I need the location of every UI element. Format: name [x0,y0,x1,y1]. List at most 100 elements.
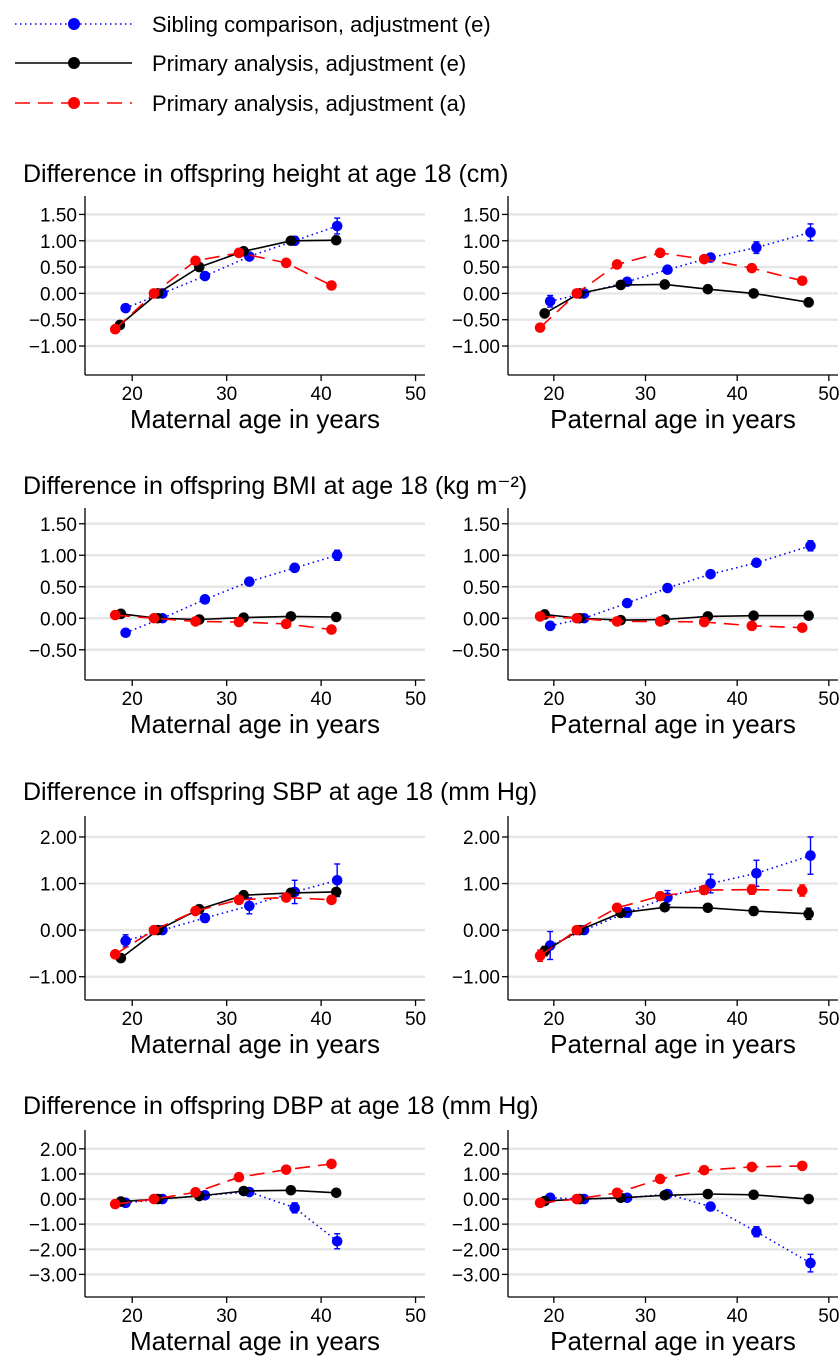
y-tick-label-dbp-maternal-4: 1.00 [40,1165,77,1186]
series-line-sib-sbp-paternal [549,854,811,947]
point-sib-dbp-paternal-5 [751,1226,762,1238]
y-tick-label-height-paternal-3: 0.50 [463,258,500,279]
x-tick-label-dbp-paternal-2: 40 [727,1306,748,1327]
point-pe-bmi-maternal-5 [330,611,342,623]
series-pe-dbp-maternal [115,1184,342,1207]
y-tick-label-dbp-paternal-0: −3.00 [452,1265,500,1286]
y-tick-label-height-paternal-4: 1.00 [463,232,500,253]
legend-entry-primary-a: Primary analysis, adjustment (a) [15,91,466,116]
series-pa-height-maternal [109,247,337,335]
panel-height-maternal: −1.00 −0.50 0.00 0.50 1.00 1.50 20 30 40 50 Matern… [29,196,426,434]
point-pa-height-paternal-6 [796,275,808,287]
series-pe-sbp-maternal [115,886,342,964]
x-tick-label-sbp-paternal-3: 50 [818,1009,839,1030]
point-pe-sbp-paternal-4 [702,902,714,914]
point-sib-height-paternal-3 [662,264,673,276]
legend-marker-primary-e [68,57,80,69]
series-pa-bmi-maternal [109,609,337,635]
point-pa-dbp-maternal-5 [326,1158,337,1170]
x-tick-label-bmi-maternal-3: 50 [405,689,426,710]
point-pa-bmi-paternal-6 [796,622,808,634]
x-tick-label-sbp-paternal-0: 20 [543,1009,564,1030]
point-pa-sbp-paternal-3 [654,890,666,902]
point-pe-dbp-paternal-4 [702,1188,714,1200]
point-pa-bmi-maternal-1 [148,612,160,624]
x-tick-label-height-paternal-1: 30 [635,384,656,405]
series-sib-height-paternal [544,223,816,308]
point-pa-bmi-maternal-3 [233,616,245,628]
series-pe-height-maternal [114,234,342,331]
x-tick-label-bmi-paternal-2: 40 [727,689,748,710]
point-pa-sbp-maternal-1 [148,924,160,936]
x-tick-label-bmi-paternal-1: 30 [635,689,656,710]
x-axis-title-dbp-maternal: Maternal age in years [130,1326,380,1356]
y-tick-label-height-paternal-2: 0.00 [463,284,500,305]
series-line-pa-bmi-maternal [115,614,332,631]
point-pa-height-paternal-3 [654,247,666,259]
x-tick-label-sbp-maternal-2: 40 [311,1009,332,1030]
x-tick-label-bmi-maternal-0: 20 [122,689,143,710]
point-pa-bmi-paternal-5 [746,620,758,632]
y-tick-label-sbp-maternal-1: 0.00 [40,921,77,942]
series-pa-bmi-paternal [534,611,808,634]
point-pe-height-maternal-5 [330,234,342,246]
point-pa-sbp-maternal-2 [190,905,201,917]
point-pa-sbp-paternal-5 [746,884,758,895]
point-sib-sbp-maternal-5 [331,874,343,886]
y-tick-label-sbp-paternal-2: 1.00 [463,875,500,896]
legend-label-sibling: Sibling comparison, adjustment (e) [152,12,491,37]
point-pa-bmi-paternal-3 [654,616,666,627]
panel-bmi-paternal: −0.50 0.00 0.50 1.00 1.50 20 30 40 50 Paternal ag… [452,508,839,739]
legend-label-primary-a: Primary analysis, adjustment (a) [152,91,466,116]
y-tick-label-dbp-paternal-1: −2.00 [452,1240,500,1261]
point-sib-bmi-paternal-3 [662,582,673,594]
point-sib-bmi-paternal-0 [544,620,556,632]
point-sib-height-paternal-6 [805,227,816,238]
point-pa-sbp-maternal-5 [326,894,337,906]
point-sib-sbp-paternal-5 [751,867,762,879]
point-sib-height-maternal-0 [120,302,131,314]
x-axis-title-dbp-paternal: Paternal age in years [550,1326,796,1356]
point-sib-sbp-paternal-4 [705,878,716,889]
x-tick-label-height-paternal-0: 20 [543,384,564,405]
panel-dbp-maternal: −3.00 −2.00 −1.00 0.00 1.00 2.00 20 30 40 50 Mater… [29,1130,426,1356]
point-pa-bmi-maternal-5 [326,624,337,635]
x-axis-title-bmi-paternal: Paternal age in years [550,709,796,739]
point-sib-dbp-maternal-4 [289,1202,300,1214]
point-pa-dbp-maternal-1 [148,1193,160,1205]
y-tick-label-bmi-maternal-4: 1.50 [40,515,77,536]
x-tick-label-dbp-paternal-0: 20 [543,1306,564,1327]
point-sib-bmi-maternal-5 [331,549,343,561]
x-tick-label-sbp-paternal-1: 30 [635,1009,656,1030]
row-title-dbp: Difference in offspring DBP at age 18 (m… [23,1092,539,1120]
y-tick-label-bmi-paternal-4: 1.50 [463,515,500,536]
point-pe-dbp-maternal-5 [330,1187,342,1199]
panel-sbp-paternal: −1.00 0.00 1.00 2.00 20 30 40 50 Paternal age in… [452,816,839,1059]
series-pa-dbp-maternal [109,1158,337,1210]
x-tick-label-dbp-paternal-3: 50 [818,1306,839,1327]
point-pa-sbp-paternal-2 [611,902,623,914]
point-sib-bmi-maternal-2 [199,594,211,605]
point-pe-bmi-paternal-5 [748,610,759,622]
point-sib-dbp-paternal-4 [705,1201,716,1212]
x-tick-label-height-paternal-2: 40 [727,384,748,405]
point-sib-bmi-paternal-5 [751,557,762,569]
point-pa-bmi-maternal-2 [190,616,201,627]
point-pa-height-maternal-5 [326,280,337,291]
y-tick-label-dbp-paternal-2: −1.00 [452,1215,500,1236]
y-tick-label-height-maternal-0: −1.00 [29,337,77,358]
point-pe-bmi-maternal-4 [285,611,297,622]
x-tick-label-sbp-paternal-2: 40 [727,1009,748,1030]
point-pe-bmi-paternal-6 [803,610,814,622]
series-line-sib-sbp-maternal [125,879,338,942]
chart-panels: −1.00 −0.50 0.00 0.50 1.00 1.50 20 30 40 50 Matern… [29,196,839,1356]
point-pa-dbp-paternal-0 [534,1197,546,1209]
point-pa-dbp-paternal-6 [796,1160,808,1172]
series-line-pa-height-maternal [114,252,332,330]
y-tick-label-bmi-paternal-3: 1.00 [463,546,500,567]
y-tick-label-height-maternal-5: 1.50 [40,205,77,226]
x-tick-label-dbp-maternal-1: 30 [216,1306,237,1327]
x-tick-label-sbp-maternal-3: 50 [405,1009,426,1030]
point-pe-dbp-maternal-3 [238,1185,249,1197]
